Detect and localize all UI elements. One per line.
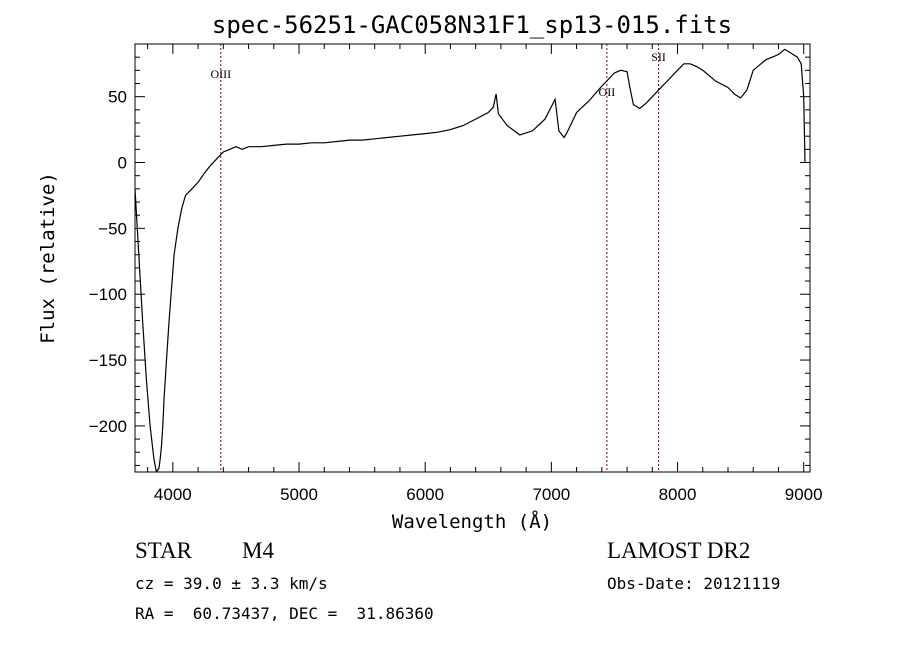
x-tick-label: 9000	[785, 485, 823, 504]
y-tick-label: −100	[89, 285, 127, 304]
x-axis-label: Wavelength (Å)	[392, 510, 552, 533]
tick-labels: 4000 5000 6000 7000 8000 9000 −200 −150 −100 −50 0…	[89, 88, 823, 504]
line-marker-label: OIII	[210, 67, 231, 81]
object-class: STAR	[135, 538, 192, 563]
y-tick-label: −150	[89, 351, 127, 370]
spectrum-chart: spec-56251-GAC058N31F1_sp13-015.fits 400…	[37, 11, 823, 533]
y-axis-label: Flux (relative)	[37, 172, 59, 344]
redshift-text: cz = 39.0 ± 3.3 km/s	[135, 574, 328, 593]
plot-border	[134, 43, 811, 473]
survey-name: LAMOST DR2	[607, 538, 751, 563]
object-subclass: M4	[242, 538, 274, 563]
x-tick-label: 4000	[154, 485, 192, 504]
y-tick-label: 50	[108, 88, 127, 107]
x-tick-label: 7000	[532, 485, 570, 504]
spectrum-line	[135, 48, 806, 472]
x-tick-label: 6000	[406, 485, 444, 504]
x-tick-label: 8000	[659, 485, 697, 504]
plot-frame	[134, 43, 811, 473]
y-tick-label: 0	[118, 154, 127, 173]
line-markers: OIII OII SII	[210, 44, 666, 472]
obs-date-text: Obs-Date: 20121119	[607, 574, 781, 593]
y-tick-label: −200	[89, 417, 127, 436]
line-marker-label: OII	[599, 85, 616, 99]
chart-title: spec-56251-GAC058N31F1_sp13-015.fits	[212, 11, 732, 39]
axis-ticks	[135, 43, 810, 472]
line-marker-label: SII	[651, 50, 666, 64]
x-tick-label: 5000	[280, 485, 318, 504]
coordinates-text: RA = 60.73437, DEC = 31.86360	[135, 604, 434, 623]
series-group	[135, 48, 806, 472]
y-tick-label: −50	[98, 219, 127, 238]
